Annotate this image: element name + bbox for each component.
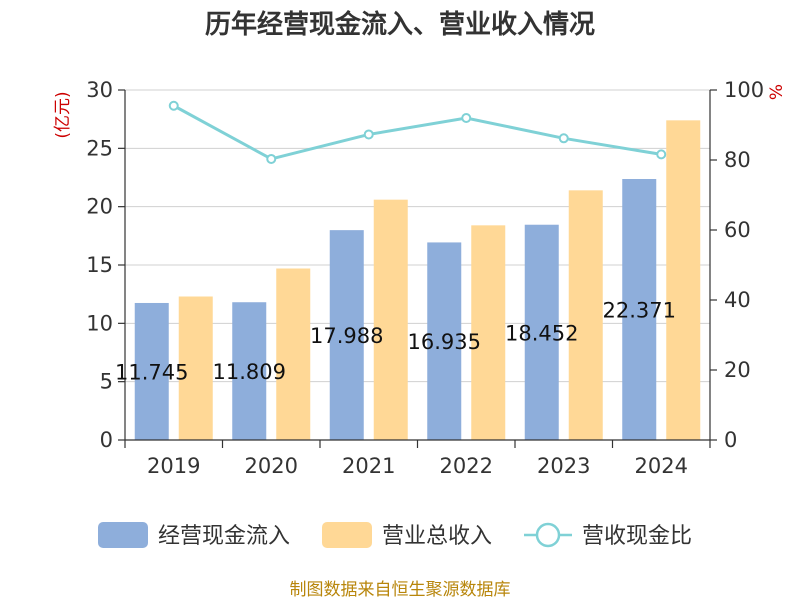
- right-axis-tick-label: 80: [724, 148, 751, 172]
- chart-title: 历年经营现金流入、营业收入情况: [205, 9, 595, 40]
- right-axis-tick-label: 40: [724, 288, 751, 312]
- left-axis-tick-label: 5: [100, 370, 113, 394]
- right-axis-tick-label: 100: [724, 78, 764, 102]
- x-axis-tick-label: 2020: [245, 454, 298, 478]
- line-series: [173, 104, 662, 161]
- legend-item-cash-inflow-label: 经营现金流入: [158, 524, 290, 549]
- x-axis-tick-label: 2024: [635, 454, 688, 478]
- left-axis-tick-label: 15: [86, 253, 113, 277]
- bar-data-label: 11.809: [213, 360, 286, 384]
- bar-data-label: 18.452: [505, 321, 578, 345]
- legend-item-cash-inflow-swatch: [98, 522, 148, 548]
- line-point: [266, 153, 277, 164]
- right-axis-tick-label: 60: [724, 218, 751, 242]
- bar-data-label: 17.988: [310, 324, 383, 348]
- bar-cash-inflow: [524, 224, 559, 440]
- bar-revenue: [178, 296, 213, 440]
- x-axis-tick-label: 2022: [440, 454, 493, 478]
- bar-cash-inflow: [427, 242, 462, 440]
- bar-data-label: 16.935: [408, 330, 481, 354]
- bar-revenue: [373, 199, 408, 440]
- line-layer: [168, 100, 667, 164]
- bar-revenue: [471, 225, 506, 440]
- line-point: [461, 113, 472, 123]
- source-footer: 制图数据来自恒生聚源数据库: [290, 580, 511, 600]
- left-axis-tick-label: 30: [86, 78, 113, 102]
- bar-revenue: [568, 190, 603, 440]
- bar-data-label: 11.745: [115, 360, 188, 384]
- bar-cash-inflow: [329, 230, 364, 440]
- line-point: [656, 149, 667, 160]
- x-axis-tick-label: 2023: [537, 454, 590, 478]
- bar-revenue: [666, 120, 701, 440]
- left-axis-tick-label: 20: [86, 195, 113, 219]
- line-point: [558, 133, 569, 144]
- bar-data-label: 22.371: [603, 299, 676, 323]
- axis-layer: 0 5 10 15 20 25 30 0 20 40 60 80 100 (亿元) % 2019 2020 202…: [53, 78, 787, 478]
- line-point: [168, 100, 179, 111]
- left-axis-tick-label: 0: [100, 428, 113, 452]
- legend-item-ratio-label: 营收现金比: [582, 524, 692, 549]
- left-axis-tick-label: 25: [86, 136, 113, 160]
- legend-item-ratio-marker: [535, 522, 561, 548]
- right-axis-tick-label: 20: [724, 358, 751, 382]
- bar-layer: [134, 120, 701, 440]
- label-layer: 11.745 11.809 17.988 16.935 18.452 22.371: [115, 299, 676, 385]
- right-axis-tick-label: 0: [724, 428, 737, 452]
- bar-revenue: [276, 268, 311, 440]
- right-axis-label: %: [767, 84, 787, 100]
- line-point: [363, 129, 374, 140]
- legend: 经营现金流入 营业总收入 营收现金比: [98, 522, 692, 549]
- left-axis-label: (亿元): [53, 91, 73, 138]
- x-axis-tick-label: 2021: [342, 454, 395, 478]
- legend-item-revenue-label: 营业总收入: [382, 524, 492, 549]
- legend-item-revenue-swatch: [322, 522, 372, 548]
- x-axis-tick-label: 2019: [147, 454, 200, 478]
- left-axis-tick-label: 10: [86, 311, 113, 335]
- bar-cash-inflow: [622, 179, 657, 440]
- grid-layer: [125, 89, 710, 383]
- bar-cash-inflow: [232, 302, 267, 440]
- bar-cash-inflow: [134, 302, 169, 440]
